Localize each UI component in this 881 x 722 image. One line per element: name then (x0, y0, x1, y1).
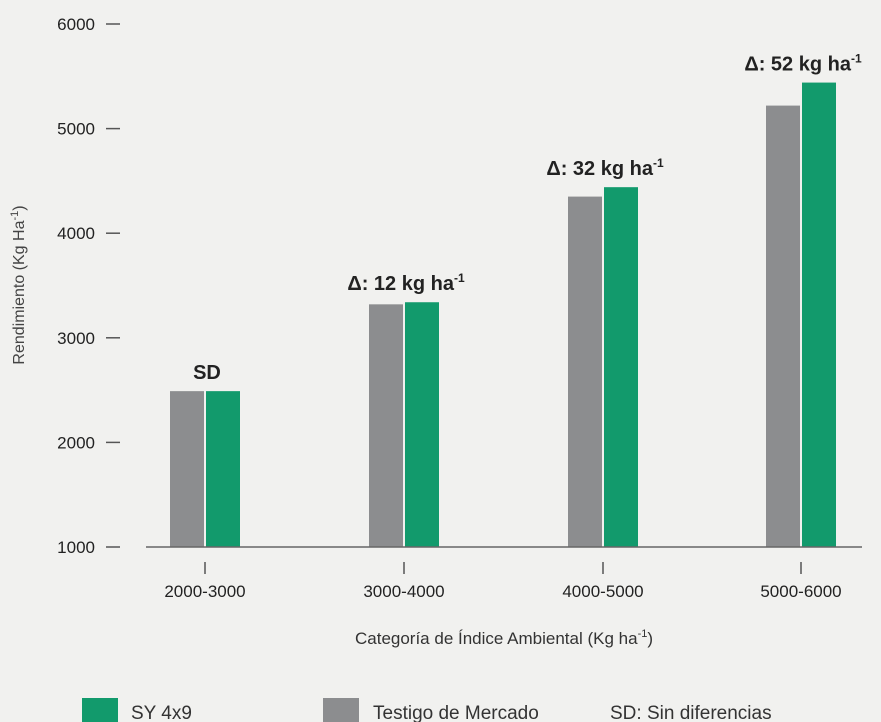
bar-sy4x9-3000-4000 (405, 302, 439, 547)
legend: SY 4x9 Testigo de Mercado SD: Sin difere… (82, 698, 772, 722)
bar-sy4x9-2000-3000 (206, 391, 240, 547)
x-tick-label-3000-4000: 3000-4000 (363, 582, 444, 601)
y-tick-label-3000: 3000 (57, 329, 95, 348)
x-axis: 2000-3000 3000-4000 4000-5000 5000-6000 (146, 546, 862, 601)
y-tick-label-1000: 1000 (57, 538, 95, 557)
bar-sy4x9-4000-5000 (604, 187, 638, 547)
y-tick-label-4000: 4000 (57, 224, 95, 243)
x-axis-label: Categoría de Índice Ambiental (Kg ha-1) (355, 628, 653, 648)
y-axis: 1000 2000 3000 4000 5000 6000 (57, 15, 120, 557)
bar-testigo-3000-4000 (369, 304, 403, 547)
legend-swatch-sy4x9 (82, 698, 118, 722)
annotation-5000-6000: Δ: 52 kg ha-1 (744, 52, 862, 76)
y-tick-label-2000: 2000 (57, 433, 95, 452)
x-tick-label-5000-6000: 5000-6000 (760, 582, 841, 601)
annotations: SD Δ: 12 kg ha-1 Δ: 32 kg ha-1 Δ: 52 kg ha-… (193, 52, 862, 385)
bar-testigo-4000-5000 (568, 196, 602, 547)
annotation-4000-5000: Δ: 32 kg ha-1 (546, 156, 664, 180)
legend-label-sy4x9: SY 4x9 (131, 703, 192, 722)
x-tick-label-2000-3000: 2000-3000 (164, 582, 245, 601)
y-axis-label: Rendimiento (Kg Ha-1) (9, 205, 28, 364)
y-tick-label-6000: 6000 (57, 15, 95, 34)
y-tick-label-5000: 5000 (57, 120, 95, 139)
annotation-3000-4000: Δ: 12 kg ha-1 (347, 271, 465, 295)
bar-testigo-5000-6000 (766, 105, 800, 547)
legend-swatch-testigo (323, 698, 359, 722)
bar-sy4x9-5000-6000 (802, 82, 836, 548)
x-tick-label-4000-5000: 4000-5000 (562, 582, 643, 601)
legend-label-testigo: Testigo de Mercado (373, 703, 539, 722)
bars (170, 82, 836, 548)
legend-note: SD: Sin diferencias (610, 703, 772, 722)
annotation-2000-3000: SD (193, 362, 221, 384)
bar-testigo-2000-3000 (170, 391, 204, 547)
